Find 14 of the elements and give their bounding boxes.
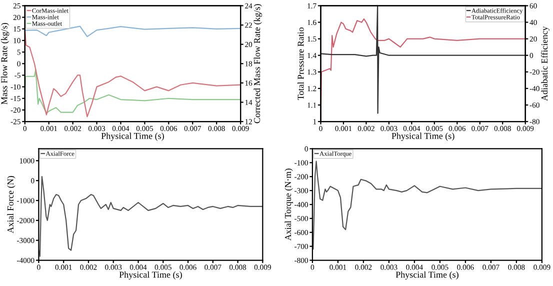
y-axis-title: Total Pressure Ratio <box>297 27 304 100</box>
line-series <box>38 176 263 257</box>
line-series <box>24 68 241 114</box>
y-axis-title: Axial Torque (N·m) <box>284 168 293 241</box>
y-axis-title: Mass Flow Rate (kg/s) <box>0 23 10 104</box>
y2-axis-title: Corrected Mass Flow Rate (kg/s) <box>254 4 262 124</box>
x-axis-title: Physical Time (s) <box>101 132 164 141</box>
line-series <box>24 26 241 38</box>
y2-axis-title: Adiabatic Efficiency <box>541 26 550 101</box>
line-series <box>312 160 542 250</box>
x-axis-title: Physical Time (s) <box>392 132 454 141</box>
x-axis-title: Physical Time (s) <box>119 271 182 280</box>
y-axis-title: Axial Force (N) <box>7 176 16 234</box>
x-axis-title: Physcial Time (s) <box>396 271 458 280</box>
